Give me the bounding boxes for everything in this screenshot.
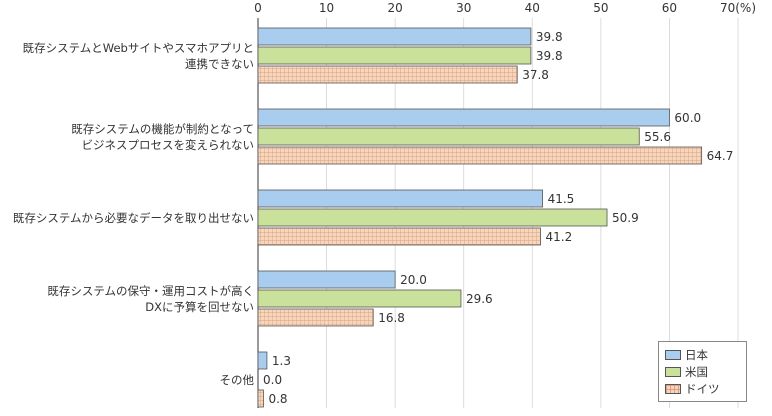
bar-germany [257, 65, 518, 84]
data-label: 16.8 [378, 311, 405, 325]
bar-japan [257, 189, 543, 208]
legend-label-japan: 日本 [685, 347, 708, 362]
bar-japan [257, 351, 268, 370]
x-tick-label: 40 [525, 1, 540, 15]
category-label-line: 連携できない [185, 56, 254, 71]
legend-item-usa: 米国 [665, 363, 746, 380]
category-label-line: 既存システムとWebサイトやスマホアプリと [22, 40, 254, 55]
data-label: 41.2 [546, 230, 573, 244]
bar-germany [257, 389, 264, 408]
category-label: 既存システムとWebサイトやスマホアプリと 連携できない [4, 40, 254, 72]
category-label: 既存システムから必要なデータを取り出せない [4, 210, 254, 226]
legend-item-germany: ドイツ [665, 380, 746, 397]
x-tick-label: 20 [388, 1, 403, 15]
category-label-line: 既存システムの保守・運用コストが高く [47, 283, 254, 298]
bar-germany [257, 308, 374, 327]
category-label-line: 既存システムから必要なデータを取り出せない [12, 210, 254, 225]
bar-germany [257, 227, 541, 246]
data-label: 64.7 [707, 149, 734, 163]
legend-item-japan: 日本 [665, 346, 746, 363]
bar-japan [257, 270, 396, 289]
x-tick-label: 30 [456, 1, 471, 15]
data-label: 20.0 [400, 273, 427, 287]
bar-usa [257, 289, 462, 308]
bar-usa [257, 208, 608, 227]
legend-swatch-usa [665, 366, 681, 377]
x-tick-label: 60 [662, 1, 677, 15]
legend: 日本 米国 ドイツ [658, 341, 747, 402]
category-label: 既存システムの保守・運用コストが高く DXに予算を回せない [4, 283, 254, 315]
bar-japan [257, 108, 670, 127]
bar-japan [257, 27, 532, 46]
x-tick-label: 50 [593, 1, 608, 15]
legend-label-usa: 米国 [685, 364, 708, 379]
data-label: 39.8 [536, 30, 563, 44]
category-label-line: ビジネスプロセスを変えられない [81, 137, 255, 152]
data-label: 60.0 [674, 111, 701, 125]
data-label: 37.8 [522, 68, 549, 82]
data-label: 55.6 [644, 130, 671, 144]
bar-usa [257, 127, 640, 146]
data-label: 41.5 [548, 192, 575, 206]
bar-germany [257, 146, 703, 165]
legend-swatch-japan [665, 349, 681, 360]
category-label-line: DXに予算を回せない [145, 299, 254, 314]
legend-label-germany: ドイツ [685, 381, 720, 396]
category-label-line: その他 [219, 372, 255, 387]
data-label: 0.0 [263, 373, 282, 387]
x-tick-label: 70(%) [720, 1, 756, 15]
bar-usa [257, 46, 532, 65]
x-tick-label: 0 [254, 1, 262, 15]
category-label: その他 [4, 372, 255, 388]
x-tick-label: 10 [319, 1, 334, 15]
category-label-line: 既存システムの機能が制約となって [71, 121, 254, 136]
data-label: 29.6 [466, 292, 493, 306]
data-label: 39.8 [536, 49, 563, 63]
category-label: 既存システムの機能が制約となって ビジネスプロセスを変えられない [4, 121, 254, 153]
data-label: 0.8 [268, 392, 287, 406]
legend-swatch-germany [665, 383, 681, 394]
data-label: 1.3 [272, 354, 291, 368]
data-label: 50.9 [612, 211, 639, 225]
